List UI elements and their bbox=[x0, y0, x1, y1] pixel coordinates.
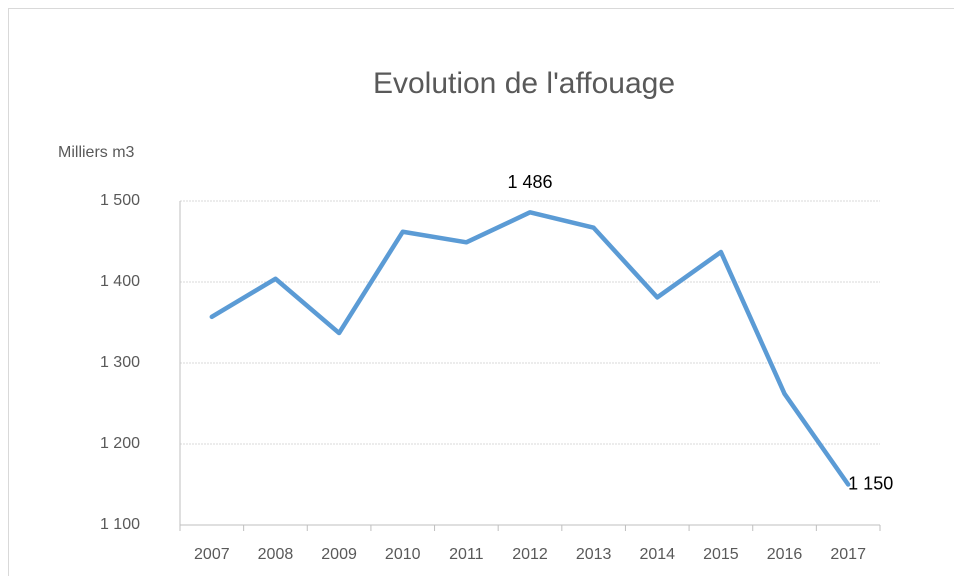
x-tick-label: 2012 bbox=[512, 546, 548, 563]
x-tick-label: 2007 bbox=[194, 546, 230, 563]
x-tick-label: 2015 bbox=[703, 546, 739, 563]
chart-border bbox=[8, 8, 954, 576]
data-label: 1 150 bbox=[848, 473, 893, 493]
y-tick-label: 1 200 bbox=[100, 435, 140, 452]
x-tick-label: 2014 bbox=[639, 546, 675, 563]
chart-title: Evolution de l'affouage bbox=[373, 67, 675, 100]
y-tick-label: 1 500 bbox=[100, 192, 140, 209]
y-tick-label: 1 300 bbox=[100, 354, 140, 371]
x-tick-label: 2016 bbox=[767, 546, 803, 563]
y-tick-label: 1 400 bbox=[100, 273, 140, 290]
x-tick-label: 2010 bbox=[385, 546, 421, 563]
x-tick-label: 2008 bbox=[258, 546, 294, 563]
line-series bbox=[209, 210, 851, 487]
y-axis-label: Milliers m3 bbox=[58, 144, 135, 161]
y-tick-label: 1 100 bbox=[100, 516, 140, 533]
data-label: 1 486 bbox=[507, 172, 552, 192]
x-tick-label: 2009 bbox=[321, 546, 357, 563]
x-tick-label: 2017 bbox=[830, 546, 866, 563]
x-tick-label: 2013 bbox=[576, 546, 612, 563]
x-tick-label: 2011 bbox=[449, 546, 484, 563]
